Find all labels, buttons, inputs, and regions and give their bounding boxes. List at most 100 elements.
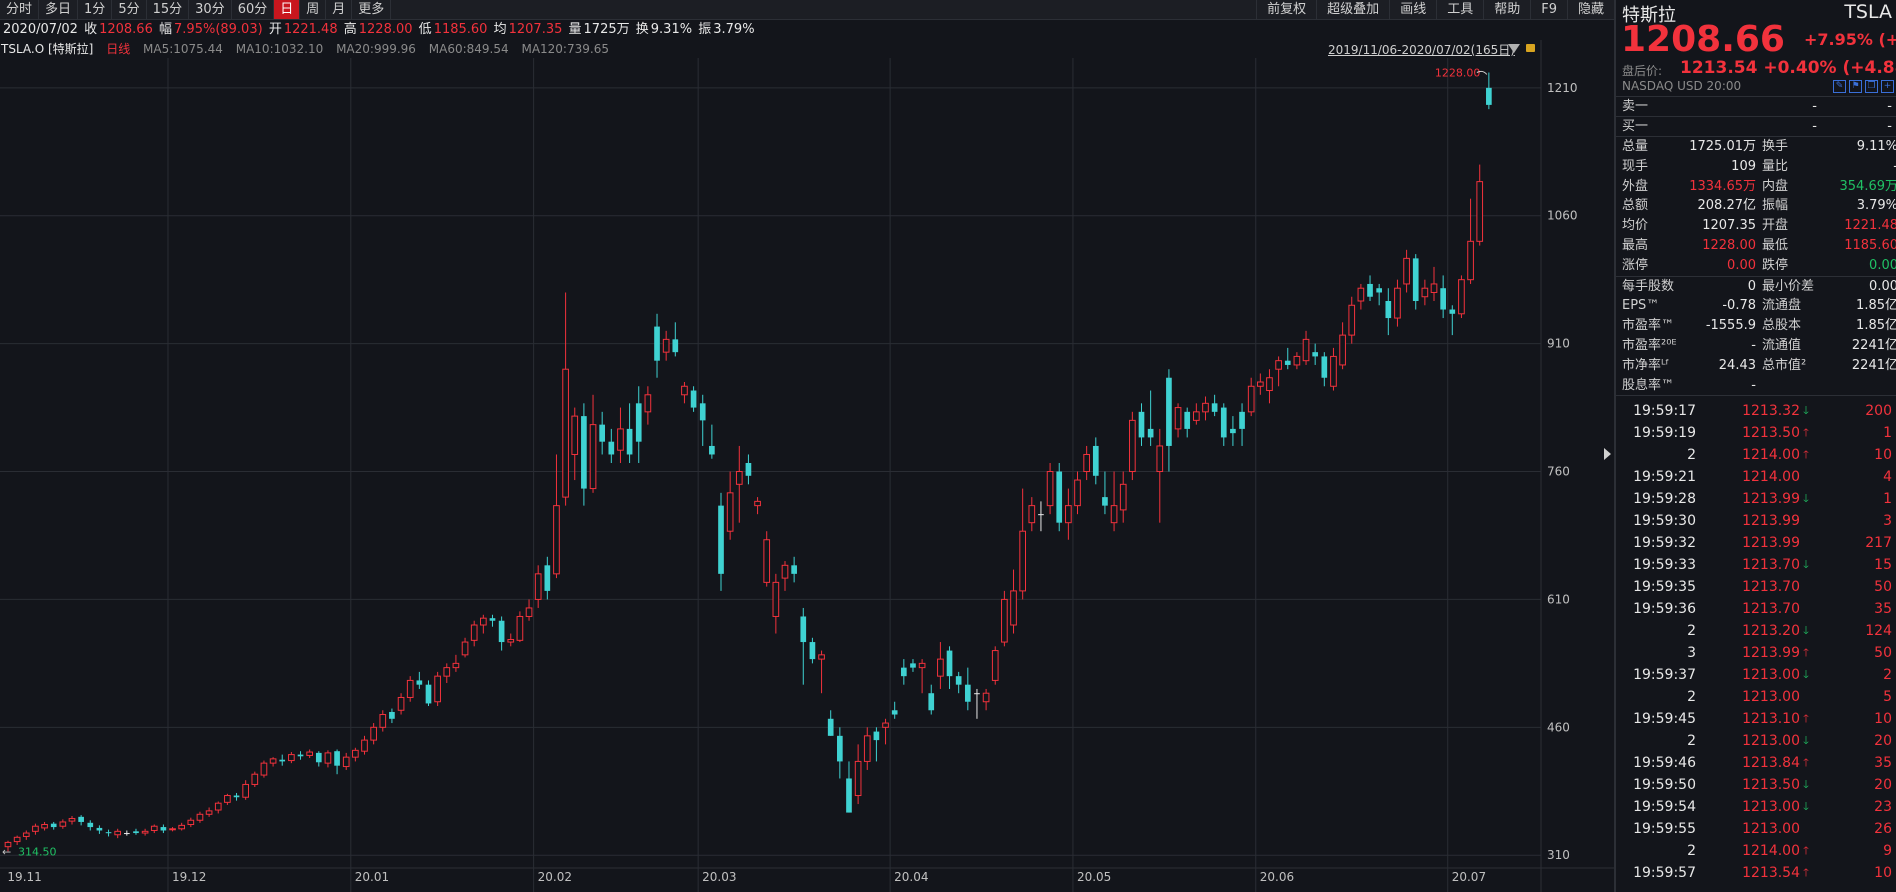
tick-volume: 3 [1883,513,1892,530]
candle-body [260,762,268,776]
candle-body [974,693,980,695]
candle-body [699,403,706,421]
fundamental-label: 总股本 [1762,318,1802,334]
candle-body [141,830,149,834]
tick-time: 19:59:30 [1633,513,1696,530]
period-tab[interactable]: 多日 [39,0,79,19]
alert-icon[interactable]: ⚑ [1849,80,1862,93]
tick-time: 2 [1687,689,1696,706]
candle-body [837,735,843,762]
edit-icon[interactable]: ✎ [1833,80,1846,93]
lock-icon[interactable] [1526,44,1535,52]
candle-body [1156,445,1164,473]
tick-time: 19:59:57 [1633,865,1696,882]
candlestick-chart[interactable]: 1210 1060 910 760 610 460 310 19.11 19.12 20.01 20… [0,0,1614,892]
candle-body [196,813,204,821]
fundamental-label: 总市值² [1762,357,1807,373]
tick-price: 1213.00 [1742,733,1800,750]
no-arrow [1800,532,1812,554]
tool-tab[interactable]: 帮助 [1483,0,1530,19]
stat-row: 外盘 1334.65万 内盘 354.69万 [1616,177,1896,197]
tick-row: 19:59:45 1213.10 🡑 10 [1616,708,1896,730]
tick-price: 1213.32 [1742,403,1800,420]
candle-body [754,500,761,507]
triangle-down-icon[interactable] [1508,44,1520,53]
candle-body [379,714,387,728]
info-avg: 1207.35 [508,22,563,37]
tick-row: 19:59:36 1213.70 35 [1616,598,1896,620]
candle-body [1038,514,1044,516]
candle-body [124,833,130,835]
candle-body [434,675,441,703]
period-tab[interactable]: 30分 [189,0,232,19]
no-arrow [1800,576,1812,598]
period-tab[interactable]: 日 [274,0,301,19]
tool-tab[interactable]: 画线 [1389,0,1436,19]
candle-body [672,339,679,353]
tool-tab[interactable]: F9 [1530,0,1567,19]
candle-body [233,795,240,798]
tick-row: 19:59:33 1213.70 🡓 15 [1616,554,1896,576]
tick-row: 2 1214.00 🡑 10 [1616,444,1896,466]
period-tab[interactable]: 5分 [112,0,147,19]
panel-header: 特斯拉 TSLA 1208.66 +7.95% (+89.03) 盘后价: 12… [1616,0,1896,96]
period-tab[interactable]: 更多 [352,0,392,19]
tool-tab[interactable]: 工具 [1436,0,1483,19]
candle-body [224,795,231,803]
arrow-down-icon: 🡓 [1803,558,1809,572]
candle-body [352,749,359,758]
stat-label: 跌停 [1762,257,1789,273]
candle-body [187,819,195,826]
tick-time: 2 [1687,843,1696,860]
candle-body [1412,258,1419,301]
info-high-label: 高 [343,22,357,37]
fundamental-row: 股息率™ - [1616,376,1896,396]
candle-body [68,818,76,822]
tick-row: 19:59:37 1213.00 🡓 2 [1616,664,1896,686]
sell1-price: - [1812,99,1817,114]
period-tab[interactable]: 1分 [78,0,113,19]
candle-body [78,816,84,822]
info-open-label: 开 [268,22,282,37]
tick-row: 2 1213.20 🡓 124 [1616,620,1896,642]
fundamental-row: 市盈率²⁰ᴱ - 流通值 2241亿 [1616,336,1896,356]
tool-tab[interactable]: 超级叠加 [1316,0,1389,19]
y-tick-label: 760 [1547,465,1570,479]
ma-kind[interactable]: 日线 [106,42,131,56]
period-tab[interactable]: 周 [300,0,327,19]
fundamentals-table: 每手股数 0 最小价差 0.00 EPS™ -0.78 流通盘 1.85亿 市盈率™ -1555.… [1616,277,1896,396]
tick-volume: 2 [1883,667,1892,684]
period-tab[interactable]: 15分 [147,0,190,19]
candle-body [1074,479,1081,507]
tool-tab[interactable]: 隐藏 [1566,0,1614,19]
candle-body [160,827,167,831]
tool-tab[interactable]: 前复权 [1256,0,1316,19]
candle-body [1147,428,1154,438]
candle-body [1028,505,1036,524]
fundamental-value: 1.85亿 [1856,298,1896,314]
candle-body [1339,334,1346,366]
candle-body [863,735,871,762]
date-range-label[interactable]: 2019/11/06-2020/07/02(165日) [1328,43,1515,57]
candle-body [608,441,615,455]
period-tab[interactable]: 分时 [0,0,40,19]
copy-icon[interactable]: ❐ [1865,80,1878,93]
period-tab[interactable]: 60分 [232,0,275,19]
buy1-vol: - [1887,119,1892,134]
price-change: +7.95% (+89.03) [1804,30,1896,49]
period-tab[interactable]: 月 [326,0,353,19]
expand-arrow-icon[interactable] [1604,448,1611,460]
candle-body [1092,445,1099,476]
candle-body [553,505,560,575]
add-icon[interactable]: + [1881,80,1894,93]
candle-body [489,618,496,621]
tick-price: 1213.00 [1742,799,1800,816]
candle-body [297,754,304,757]
stat-value: - [1826,157,1896,177]
tick-time: 19:59:46 [1633,755,1696,772]
candle-body [306,751,313,756]
candle-body [1184,411,1191,429]
candle-body [1202,402,1209,413]
tick-row: 19:59:55 1213.00 26 [1616,818,1896,840]
tick-price: 1213.10 [1742,711,1800,728]
